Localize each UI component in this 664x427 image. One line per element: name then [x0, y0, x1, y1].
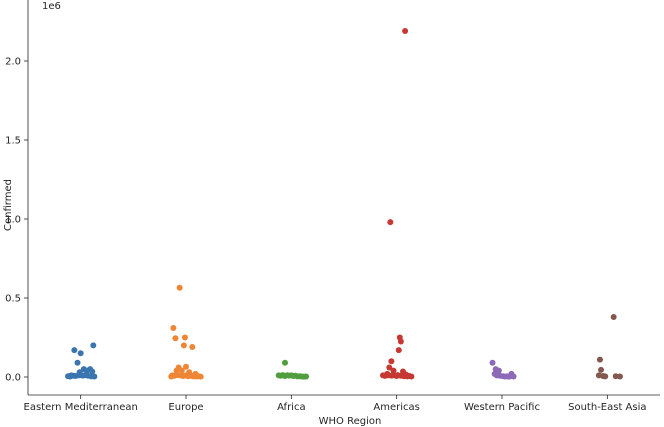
- data-point: [282, 359, 289, 366]
- data-point: [596, 356, 603, 363]
- data-point: [397, 338, 404, 345]
- data-point: [598, 366, 605, 373]
- data-point: [610, 313, 617, 320]
- axes: [27, 0, 660, 396]
- y-tick-label: 1.5: [5, 136, 21, 147]
- data-point: [83, 367, 90, 374]
- data-point: [386, 364, 393, 371]
- data-point: [387, 219, 394, 226]
- data-point: [616, 373, 623, 380]
- y-axis-label: Confirmed: [3, 179, 14, 231]
- x-tick-label: Western Pacific: [464, 402, 540, 413]
- data-point: [77, 350, 84, 357]
- data-point: [180, 342, 187, 349]
- x-ticks: Eastern Mediterranean Europe Africa America…: [24, 395, 647, 413]
- y-ticks: 0.0 0.5 1.0 1.5 2.0: [5, 57, 28, 384]
- data-point: [390, 367, 397, 374]
- x-tick-label: Americas: [373, 402, 419, 413]
- data-point: [181, 334, 188, 341]
- data-point: [303, 373, 310, 380]
- data-point: [71, 347, 78, 354]
- data-point: [395, 347, 402, 354]
- data-point: [402, 27, 409, 34]
- x-tick-label: South-East Asia: [568, 402, 646, 413]
- data-point: [602, 373, 609, 380]
- data-point: [91, 373, 98, 380]
- y-tick-label: 2.0: [5, 57, 21, 68]
- x-tick-label: Eastern Mediterranean: [24, 402, 138, 413]
- data-point: [168, 373, 175, 380]
- data-point: [67, 373, 74, 380]
- data-point: [506, 373, 513, 380]
- data-points: [65, 27, 623, 380]
- data-point: [90, 342, 97, 349]
- data-point: [74, 359, 81, 366]
- y-tick-label: 0.5: [5, 294, 21, 305]
- x-tick-label: Europe: [168, 402, 203, 413]
- data-point: [178, 367, 185, 374]
- data-point: [183, 363, 189, 370]
- y-offset-label: 1e6: [42, 1, 61, 12]
- data-point: [388, 358, 395, 365]
- data-point: [189, 343, 196, 350]
- data-point: [172, 335, 179, 342]
- data-point: [89, 368, 96, 375]
- data-point: [510, 373, 517, 380]
- x-tick-label: Africa: [277, 402, 306, 413]
- y-tick-label: 0.0: [5, 373, 21, 384]
- data-point: [176, 284, 183, 291]
- data-point: [495, 367, 502, 374]
- y-tick-label: 1.0: [5, 215, 21, 226]
- x-axis-label: WHO Region: [319, 416, 382, 427]
- data-point: [489, 359, 496, 366]
- data-point: [170, 325, 177, 332]
- data-point: [197, 373, 204, 380]
- data-point: [408, 373, 415, 380]
